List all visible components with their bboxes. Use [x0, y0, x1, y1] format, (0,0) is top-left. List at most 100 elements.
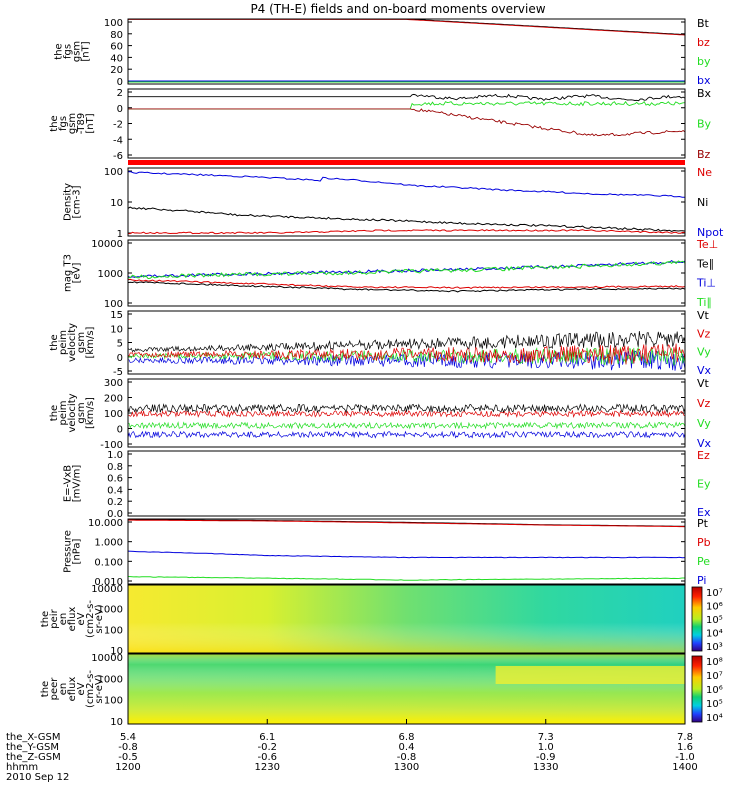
panel-frame-efield: [127, 450, 686, 517]
panel-frame-density: [127, 167, 686, 237]
panel-pressure: Pressure[nPa] 10.000 1.000 0.100 0.010 Pt Pb Pe…: [63, 517, 711, 588]
xaxis-row-label: the_Z-GSM: [6, 752, 61, 763]
legend-by: by: [697, 55, 711, 68]
xaxis-value: -0.9: [536, 752, 556, 763]
xaxis-value: 6.1: [259, 732, 275, 743]
legend-Vx: Vx: [697, 364, 712, 377]
xaxis-value: -0.5: [118, 752, 138, 763]
ylabel-fgs-db: fgs: [58, 116, 69, 131]
series-vy: [127, 421, 686, 430]
ytick-fgs-db: 0: [117, 104, 123, 115]
ylabel-peir-spec: eV: [76, 612, 87, 625]
xaxis-value: 5.4: [120, 732, 136, 743]
ytick-pressure: 10.000: [88, 518, 123, 529]
ylabel-peir-spec: sr-eV): [94, 604, 105, 633]
ylabel-peim-velocity: [km/s]: [85, 326, 96, 358]
ylabel-peer-spec: the: [40, 681, 51, 697]
ytick-peim-velocity: 15: [110, 310, 123, 321]
ytick-efield: 0.2: [107, 497, 123, 508]
ytick-peer-spec: 1000: [98, 674, 123, 685]
ylabel-fgs-db: -T89: [76, 113, 87, 135]
legend-Vt: Vt: [697, 377, 710, 390]
legend-Bz: Bz: [697, 148, 711, 161]
series-te-perp: [127, 278, 686, 289]
ytick-peim-velocity: 0: [117, 353, 123, 364]
ylabel-fgs-db: the: [49, 115, 60, 131]
legend-Vt: Vt: [697, 309, 710, 322]
legend-By: By: [697, 118, 712, 131]
legend-Vz: Vz: [697, 397, 711, 410]
ytick-fgs-db: 2: [117, 88, 123, 99]
ylabel-fgs-db: gsm: [67, 113, 78, 134]
spectrogram-ion-shade: [128, 585, 685, 653]
ytick-peer-spec: 10: [110, 717, 123, 728]
xaxis-value: 7.3: [538, 732, 554, 743]
xaxis-row-label: the_Y-GSM: [6, 742, 59, 753]
ylabel-efield: E=-VxB: [63, 465, 74, 502]
ylabel-peim-velocity-2: velocity: [67, 393, 78, 432]
ylabel-peir-spec: (cm2-s-: [85, 600, 96, 638]
xaxis-value: -0.6: [257, 752, 277, 763]
colorbar-label: 10⁴: [706, 713, 723, 724]
legend-Ti∥: Ti∥: [696, 296, 712, 309]
data-peim-velocity-2: [127, 403, 686, 439]
ylabel-peim-velocity-2: [km/s]: [85, 397, 96, 429]
ytick-fgs-mag: 20: [110, 65, 123, 76]
series-vy: [127, 346, 686, 367]
ytick-peim-velocity: 10: [110, 324, 123, 335]
legend-Ne: Ne: [697, 166, 712, 179]
data-gap-bar: [128, 160, 685, 165]
ylabel-temperature: mag T3: [63, 254, 74, 292]
legend-Te⊥: Te⊥: [696, 238, 718, 251]
panel-frame-fgs-mag: [127, 18, 686, 85]
ylabel-peim-velocity: the: [49, 334, 60, 350]
colorbar-label: 10⁴: [706, 629, 723, 640]
ylabel-peer-spec: eflux: [67, 677, 78, 702]
ytick-density: 10: [110, 198, 123, 209]
legend-bz: bz: [697, 36, 710, 49]
legend-Ex: Ex: [697, 506, 711, 519]
data-density: [127, 171, 686, 235]
data-peer-spec: [128, 654, 685, 724]
legend-bx: bx: [697, 74, 711, 87]
ytick-fgs-db: -6: [113, 151, 123, 162]
series-te-par: [127, 281, 686, 293]
ytick-peim-velocity-2: 0: [117, 425, 123, 436]
ytick-fgs-db: -4: [113, 135, 123, 146]
ylabel-density: [cm-3]: [72, 185, 83, 218]
colorbar-label: 10⁷: [706, 588, 723, 599]
colorbar-label: 10³: [706, 642, 723, 653]
ytick-peir-spec: 1000: [98, 605, 123, 616]
legend-Vz: Vz: [697, 327, 711, 340]
ytick-fgs-db: -2: [113, 120, 123, 131]
ylabel-fgs-mag: [nT]: [81, 41, 92, 61]
legend-Ez: Ez: [697, 449, 710, 462]
xaxis-value: -1.0: [675, 752, 695, 763]
ytick-peim-velocity: -5: [113, 367, 123, 378]
ylabel-peir-spec: en: [58, 613, 69, 626]
ylabel-fgs-mag: fgs: [63, 44, 74, 59]
ytick-peir-spec: 10: [110, 646, 123, 657]
colorbar-label: 10⁶: [706, 602, 723, 613]
series-bt: [128, 18, 686, 36]
ytick-efield: 0.0: [107, 509, 123, 520]
series-ne: [128, 229, 686, 235]
ytick-peim-velocity-2: 300: [104, 378, 123, 389]
series-vt: [127, 331, 686, 353]
legend-Ey: Ey: [697, 478, 711, 491]
ylabel-fgs-mag: the: [54, 43, 65, 59]
ylabel-peim-velocity-2: gsm: [76, 402, 87, 423]
legend-Vy: Vy: [697, 417, 711, 430]
data-temperature: [127, 259, 686, 293]
spectrogram-electron-shade: [128, 654, 685, 724]
ylabel-peir-spec: peir: [49, 608, 60, 628]
xaxis-value: 1230: [255, 762, 280, 773]
xaxis-value: 1300: [394, 762, 419, 773]
colorbar-peir-spec: [691, 586, 703, 652]
panel-frame-fgs-db: [127, 88, 686, 159]
legend-Bx: Bx: [697, 87, 712, 100]
